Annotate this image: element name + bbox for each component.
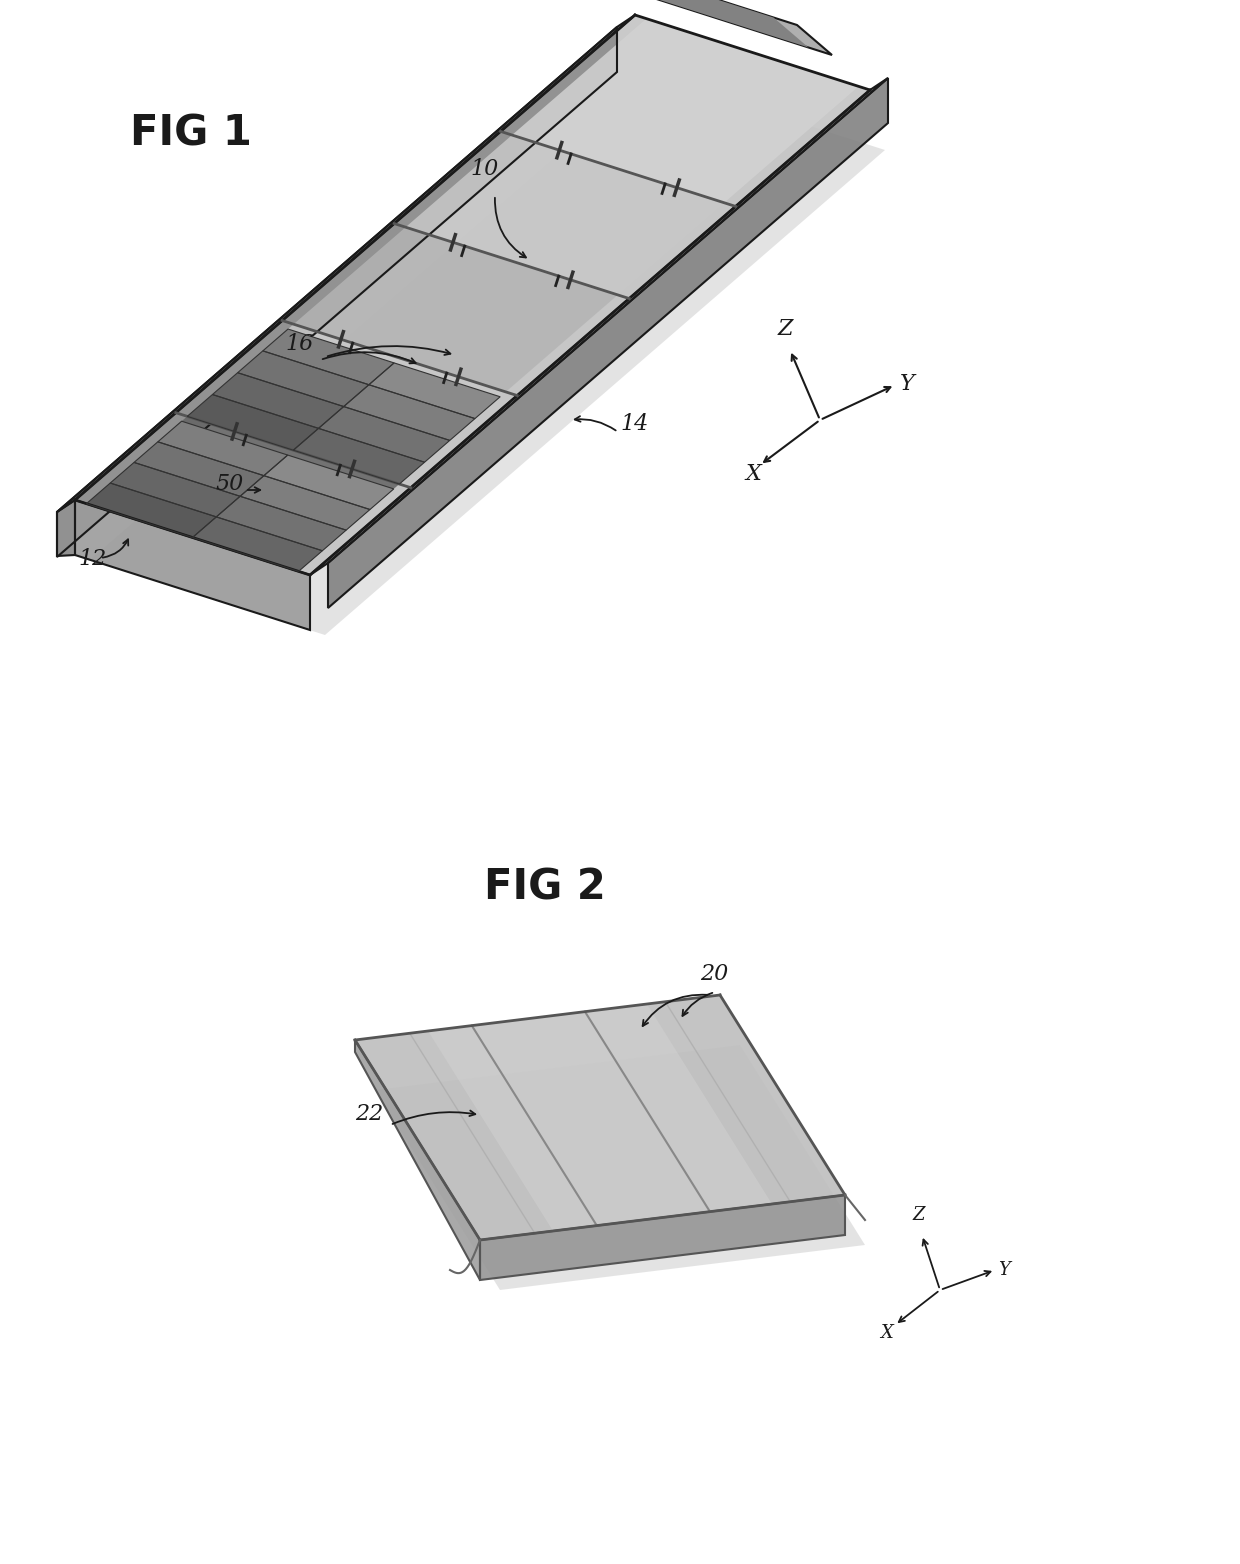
- Polygon shape: [87, 416, 399, 571]
- Polygon shape: [319, 407, 450, 463]
- Polygon shape: [585, 0, 808, 47]
- Polygon shape: [216, 496, 346, 551]
- Polygon shape: [370, 363, 500, 419]
- Polygon shape: [241, 475, 370, 530]
- Polygon shape: [238, 350, 370, 407]
- Polygon shape: [405, 135, 724, 296]
- Polygon shape: [87, 483, 216, 538]
- Polygon shape: [74, 500, 310, 630]
- Polygon shape: [310, 78, 888, 576]
- Text: FIG 2: FIG 2: [484, 866, 606, 909]
- Polygon shape: [343, 385, 475, 441]
- Text: 22: 22: [355, 1103, 383, 1125]
- Text: 16: 16: [285, 333, 314, 355]
- Polygon shape: [212, 372, 343, 429]
- Polygon shape: [374, 1045, 866, 1290]
- Text: X: X: [880, 1325, 893, 1342]
- Text: Y: Y: [900, 372, 915, 396]
- Text: X: X: [745, 463, 761, 485]
- Polygon shape: [57, 27, 618, 557]
- Polygon shape: [187, 394, 319, 450]
- Polygon shape: [91, 75, 885, 635]
- Polygon shape: [329, 78, 888, 608]
- Polygon shape: [355, 995, 844, 1240]
- Polygon shape: [355, 1040, 480, 1279]
- Polygon shape: [192, 516, 322, 571]
- Text: 50: 50: [215, 472, 243, 494]
- Text: FIG 1: FIG 1: [130, 113, 252, 153]
- Polygon shape: [294, 227, 618, 393]
- Text: Z: Z: [911, 1206, 925, 1225]
- Polygon shape: [187, 324, 506, 483]
- Polygon shape: [263, 328, 394, 385]
- Polygon shape: [157, 421, 288, 475]
- Polygon shape: [428, 1004, 773, 1231]
- Polygon shape: [134, 441, 264, 496]
- Polygon shape: [562, 0, 832, 55]
- Text: Y: Y: [998, 1261, 1009, 1279]
- Polygon shape: [294, 429, 424, 483]
- Polygon shape: [110, 463, 241, 516]
- Text: 20: 20: [701, 963, 728, 985]
- Polygon shape: [264, 455, 394, 510]
- Polygon shape: [74, 16, 870, 576]
- Polygon shape: [480, 1195, 844, 1279]
- Polygon shape: [57, 16, 635, 511]
- Text: 14: 14: [620, 413, 649, 435]
- Text: 10: 10: [470, 158, 498, 180]
- Polygon shape: [57, 500, 74, 555]
- Text: Z: Z: [777, 317, 794, 339]
- Polygon shape: [512, 19, 858, 203]
- Text: 12: 12: [78, 547, 107, 569]
